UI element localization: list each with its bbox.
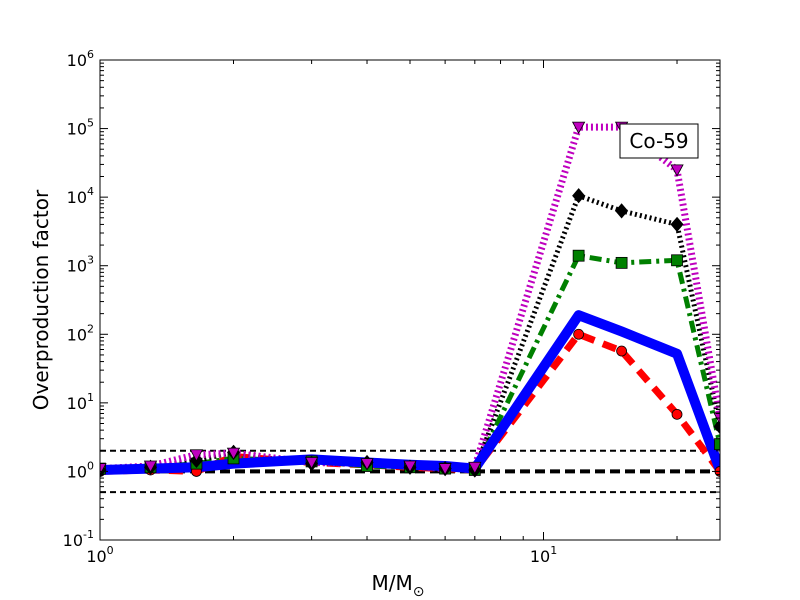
series-point — [573, 328, 585, 340]
series-point — [438, 463, 452, 476]
series-point — [714, 438, 720, 451]
series-point — [616, 345, 628, 357]
x-axis-label: M/M⊙ — [372, 571, 425, 600]
series-point — [571, 121, 586, 134]
y-tick-label: 103 — [67, 254, 94, 276]
series-point — [468, 461, 482, 475]
y-tick-label: 101 — [67, 391, 94, 413]
annotation-label: Co-59 — [629, 129, 688, 153]
y-tick-label: 10-1 — [63, 528, 94, 550]
x-tick-label: 100 — [86, 544, 113, 566]
series-point — [671, 408, 683, 420]
series-point — [403, 460, 417, 473]
y-axis-label: Overproduction factor — [29, 189, 53, 410]
series-point — [615, 256, 628, 269]
series-point — [189, 449, 204, 462]
series-point — [572, 249, 585, 262]
series-point — [671, 254, 683, 267]
y-tick-label: 105 — [67, 117, 94, 139]
y-tick-label: 100 — [67, 459, 94, 481]
series-point — [572, 188, 586, 204]
series-point — [143, 460, 158, 473]
series-point — [670, 216, 684, 233]
series-point — [615, 203, 629, 219]
series-point — [670, 164, 684, 177]
y-tick-label: 104 — [67, 185, 94, 207]
series-point — [304, 457, 319, 470]
y-tick-label: 106 — [67, 48, 94, 70]
y-tick-label: 102 — [67, 322, 94, 344]
series-point — [226, 447, 241, 460]
annotation-box: Co-59 — [619, 123, 699, 159]
series-point — [360, 458, 374, 471]
x-tick-label: 101 — [530, 544, 557, 566]
